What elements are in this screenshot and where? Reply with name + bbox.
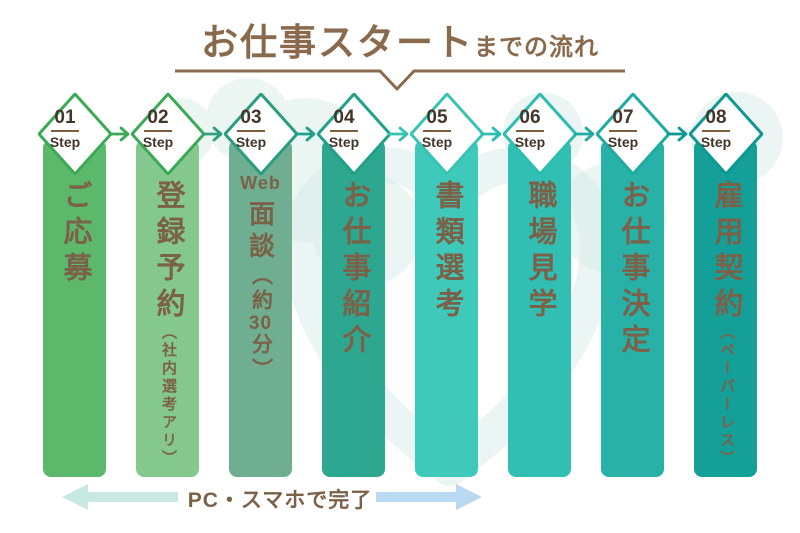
step-cell-07: お仕事決定 07 Step [586, 92, 679, 483]
step-label: Step [700, 133, 732, 150]
title-suffix-text: までの流れ [474, 34, 599, 61]
step-diamond [37, 92, 112, 176]
title-underline-notch [175, 69, 625, 91]
step-number: 04 [330, 107, 358, 132]
step-diamond [316, 92, 391, 176]
step-cell-06: 職場見学 06 Step [493, 92, 586, 483]
column-sub-text: （約 [249, 264, 273, 314]
step-diamond [688, 92, 763, 176]
arrow-right-icon [480, 125, 506, 143]
step-column: Web 面談（約30分） [229, 140, 292, 477]
step-number: 08 [702, 107, 730, 132]
step-cell-04: お仕事紹介 04 Step [307, 92, 400, 483]
step-number: 01 [51, 107, 79, 132]
step-cell-02: 登録予約（社内選考アリ） 02 Step [121, 92, 214, 483]
step-cell-01: ご応募 01 Step [28, 92, 121, 483]
step-label: Step [607, 133, 639, 150]
arrow-right-icon [387, 125, 413, 143]
step-cell-03: Web 面談（約30分） 03 Step [214, 92, 307, 483]
step-label: Step [235, 133, 267, 150]
steps-flow: ご応募 01 Step 登録予約（社内選考アリ） 02 Step [0, 92, 800, 483]
step-label: Step [328, 133, 360, 150]
step-column: お仕事紹介 [322, 140, 385, 477]
step-column: 登録予約（社内選考アリ） [136, 140, 199, 477]
column-text: お仕事紹介 [338, 180, 370, 477]
column-text: 登録予約（社内選考アリ） [152, 180, 184, 477]
step-number: 06 [516, 107, 544, 132]
step-diamond [409, 92, 484, 176]
column-sub-text: （ペーパーレス） [718, 324, 735, 468]
title-main-text: お仕事スタート [201, 22, 474, 63]
step-number: 02 [144, 107, 172, 132]
column-main-text: 職場見学 [524, 180, 556, 324]
step-badge: 08 Step [679, 107, 753, 150]
column-main-text: 登録予約 [152, 180, 184, 324]
column-main-text: お仕事決定 [617, 180, 649, 360]
column-sub2-text: 分） [249, 333, 273, 383]
column-text: 雇用契約（ペーパーレス） [710, 180, 742, 477]
step-badge: 01 Step [28, 107, 102, 150]
column-main-text: 書類選考 [431, 180, 463, 324]
column-combo-text: 30 [248, 313, 273, 334]
step-column: 職場見学 [508, 140, 571, 477]
column-text: 書類選考 [431, 180, 463, 477]
step-badge: 03 Step [214, 107, 288, 150]
step-column: 雇用契約（ペーパーレス） [694, 140, 757, 477]
column-main-text: ご応募 [59, 180, 91, 288]
step-diamond [223, 92, 298, 176]
step-diamond [130, 92, 205, 176]
column-main-text: お仕事紹介 [338, 180, 370, 360]
arrow-right-icon [376, 484, 482, 515]
step-label: Step [49, 133, 81, 150]
arrow-right-icon [108, 125, 134, 143]
arrow-right-icon [294, 125, 320, 143]
step-badge: 05 Step [400, 107, 474, 150]
arrow-right-icon [201, 125, 227, 143]
column-text: Web 面談（約30分） [240, 174, 281, 477]
step-number: 03 [237, 107, 265, 132]
step-badge: 02 Step [121, 107, 195, 150]
column-main-text: 雇用契約 [710, 180, 742, 324]
column-latin-text: Web [240, 173, 281, 193]
step-column: お仕事決定 [601, 140, 664, 477]
step-label: Step [514, 133, 546, 150]
step-badge: 04 Step [307, 107, 381, 150]
step-number: 05 [423, 107, 451, 132]
column-text: 職場見学 [524, 180, 556, 477]
step-cell-05: 書類選考 05 Step [400, 92, 493, 483]
arrow-right-icon [573, 125, 599, 143]
step-diamond [502, 92, 577, 176]
footer-note: PC・スマホで完了 [0, 481, 800, 521]
column-text: お仕事決定 [617, 180, 649, 477]
step-column: 書類選考 [415, 140, 478, 477]
page-title: お仕事スタートまでの流れ [0, 12, 800, 66]
step-diamond [595, 92, 670, 176]
arrow-right-icon [666, 125, 692, 143]
step-label: Step [142, 133, 174, 150]
arrow-left-icon [62, 484, 178, 515]
step-cell-08: 雇用契約（ペーパーレス） 08 Step [679, 92, 772, 483]
footer-label: PC・スマホで完了 [187, 489, 373, 512]
step-column: ご応募 [43, 140, 106, 477]
step-label: Step [421, 133, 453, 150]
step-number: 07 [609, 107, 637, 132]
step-badge: 06 Step [493, 107, 567, 150]
column-main-text: 面談 [245, 200, 276, 264]
column-text: ご応募 [59, 180, 91, 477]
step-badge: 07 Step [586, 107, 660, 150]
column-sub-text: （社内選考アリ） [160, 324, 177, 468]
